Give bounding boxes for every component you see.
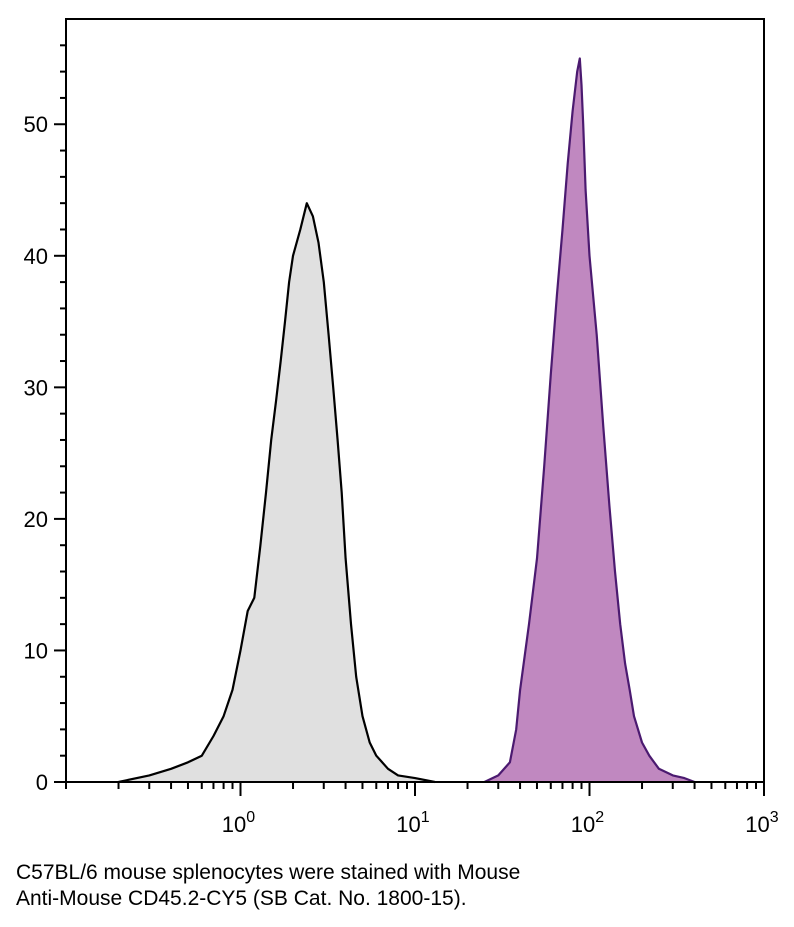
x-tick-label: 103 — [745, 809, 778, 837]
series-1-area — [118, 203, 435, 782]
x-axis: 100 101 102 103 — [65, 782, 779, 837]
y-tick-label: 10 — [24, 638, 48, 663]
caption-line-1: C57BL/6 mouse splenocytes were stained w… — [16, 861, 521, 884]
y-tick-label: 50 — [24, 112, 48, 137]
histogram-chart: 0 10 20 30 40 50 100 101 102 103 — [24, 18, 779, 837]
figure-caption: C57BL/6 mouse splenocytes were stained w… — [16, 860, 786, 912]
plot-frame — [65, 18, 765, 783]
caption-line-2: Anti-Mouse CD45.2-CY5 (SB Cat. No. 1800-… — [16, 887, 467, 910]
series-1-line — [118, 202, 436, 784]
y-tick-label: 20 — [24, 507, 48, 532]
y-tick-label: 40 — [24, 244, 48, 269]
y-axis: 0 10 20 30 40 50 — [24, 44, 66, 795]
series-2-line — [483, 57, 695, 784]
y-tick-label: 30 — [24, 375, 48, 400]
x-tick-label: 101 — [396, 809, 429, 837]
series-2-area — [484, 58, 695, 782]
x-tick-label: 102 — [571, 809, 604, 837]
x-tick-label: 100 — [222, 809, 255, 837]
y-tick-label: 0 — [36, 770, 48, 795]
series-layer — [118, 57, 695, 784]
